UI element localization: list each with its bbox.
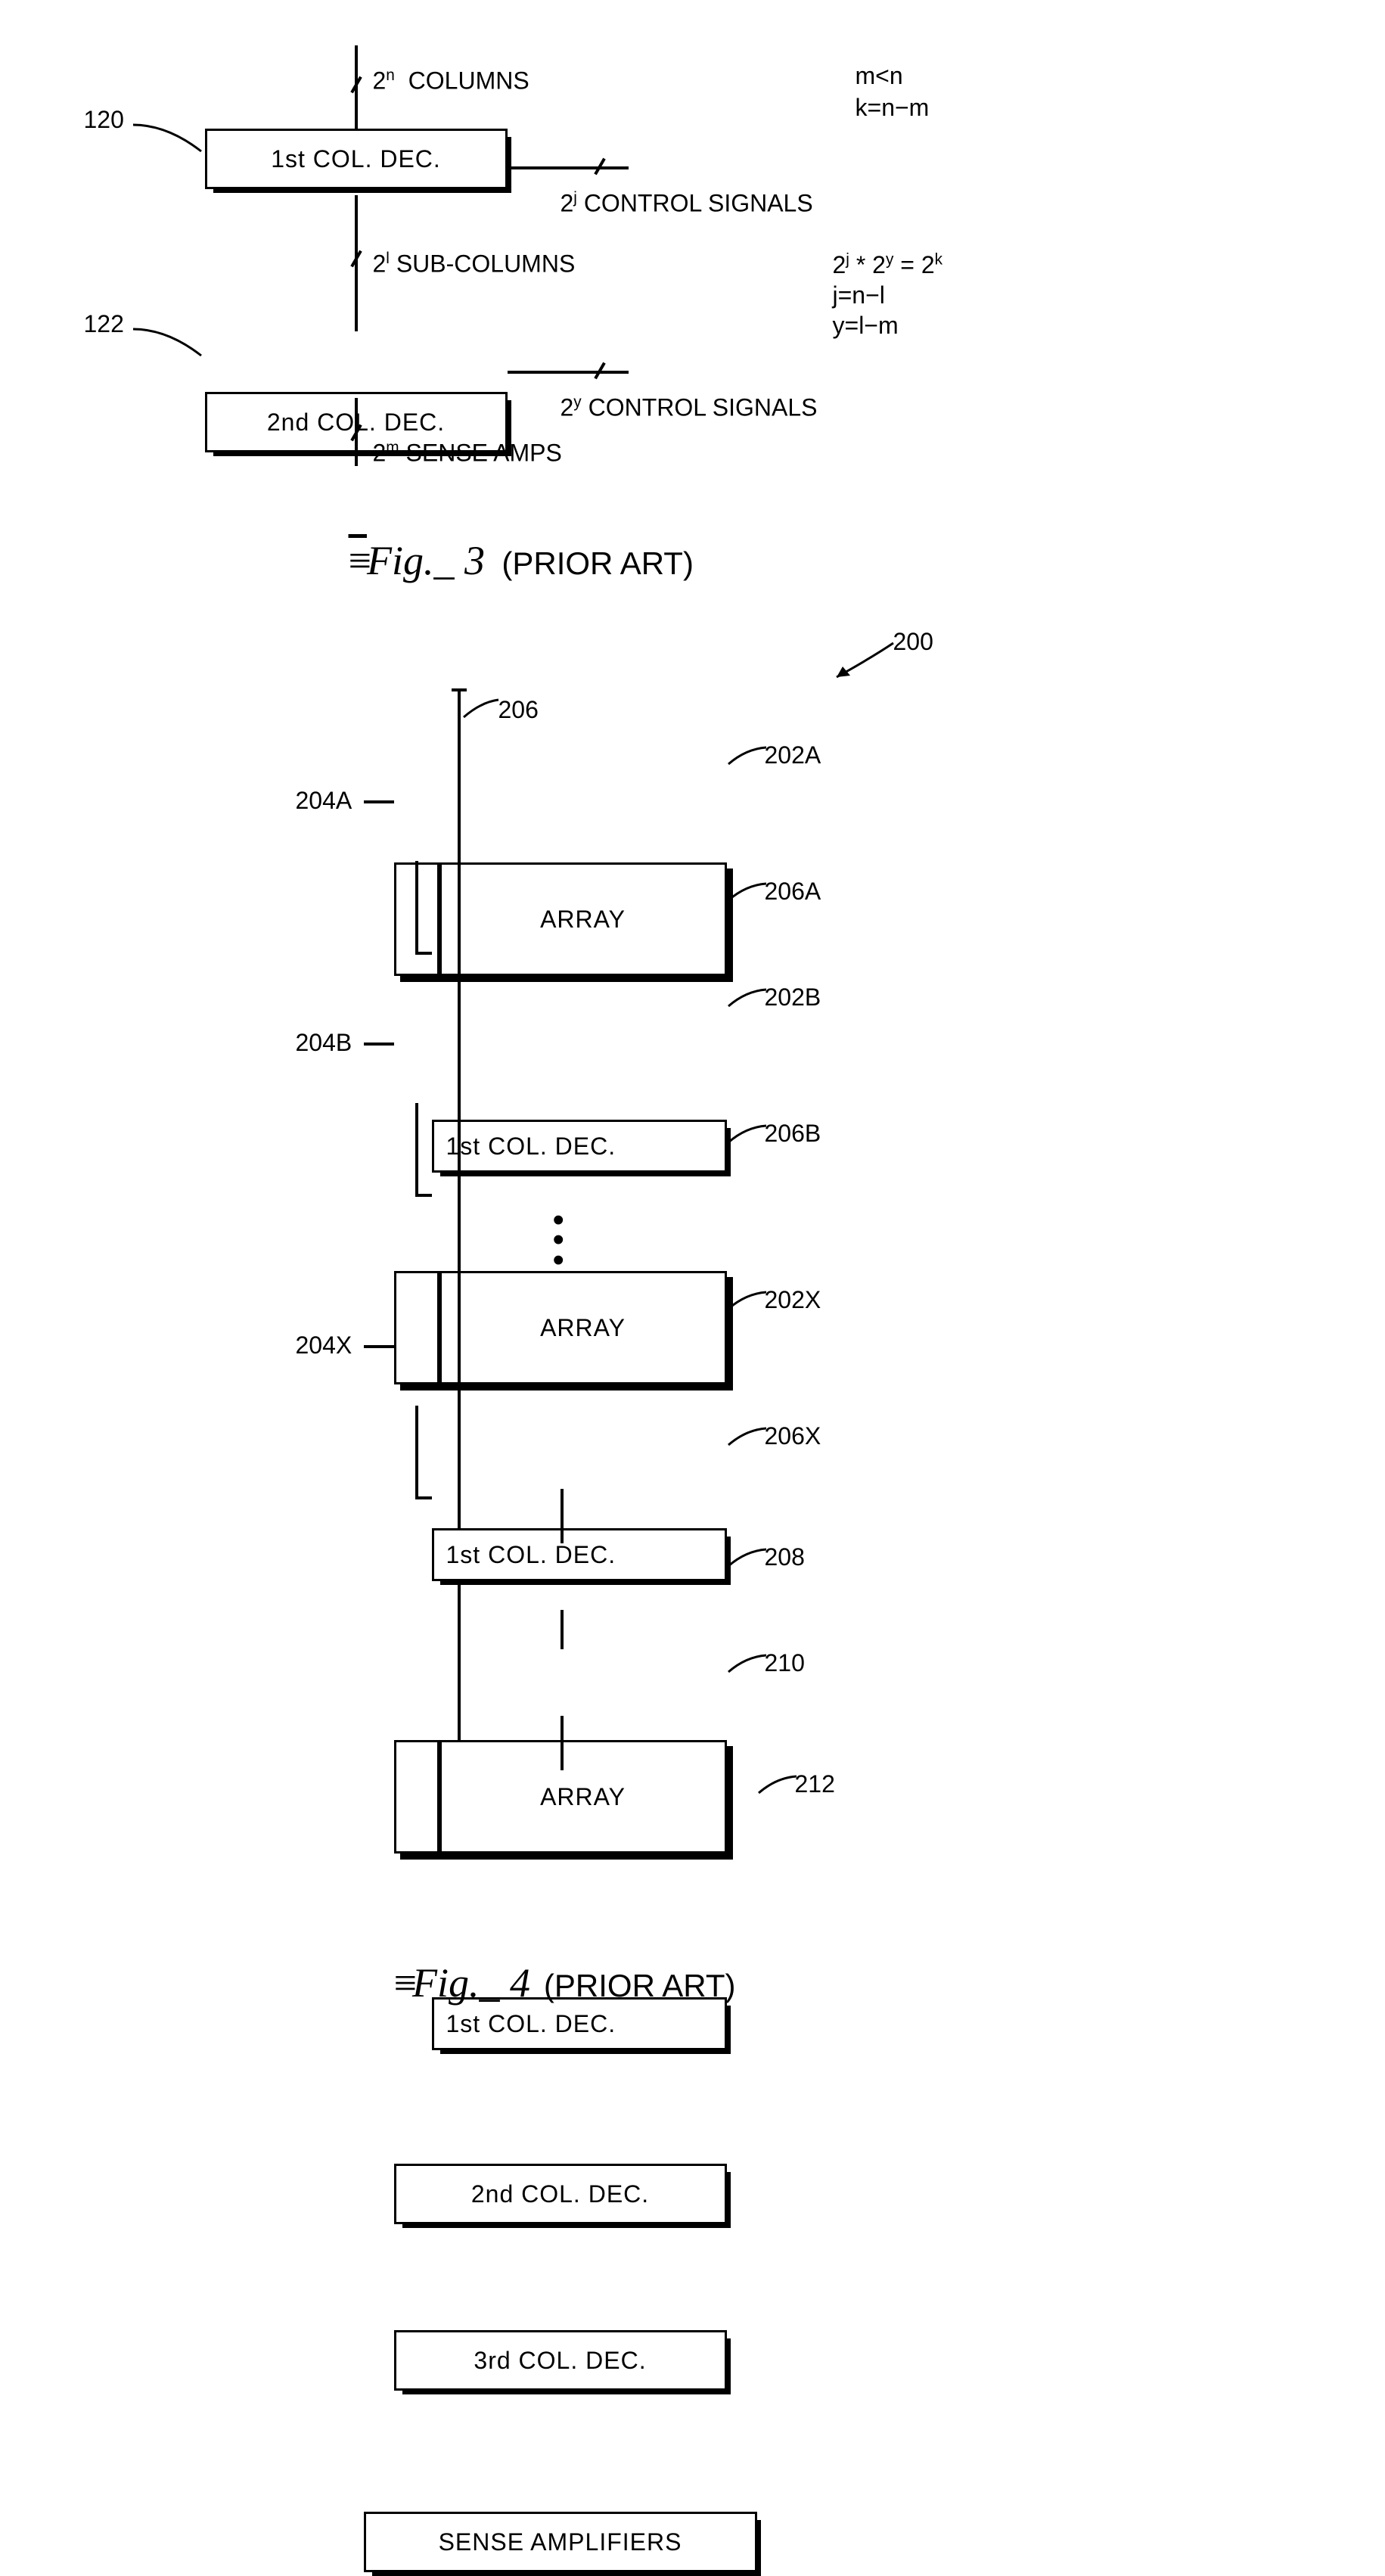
fig4-ref206X-leader bbox=[727, 1426, 769, 1449]
fig4-ref206B-leader bbox=[727, 1123, 769, 1146]
fig4-ref200-arrow bbox=[825, 635, 901, 688]
fig4-ref212-leader bbox=[757, 1774, 799, 1797]
fig3-ref120: 120 bbox=[84, 106, 124, 134]
fig4-sense: SENSE AMPLIFIERS bbox=[364, 2512, 757, 2572]
fig3-cond2: 2j * 2y = 2k j=n−l y=l−m bbox=[833, 250, 943, 340]
fig4-ref204X: 204X bbox=[296, 1332, 352, 1359]
fig4-ref204B-leader bbox=[364, 1043, 394, 1046]
fig4-ref204X-leader bbox=[364, 1345, 394, 1348]
fig4-ref206: 206 bbox=[498, 696, 539, 724]
fig4-ref210: 210 bbox=[765, 1649, 805, 1677]
page: 2n COLUMNS m<nk=n−m 120 1st COL. DEC. 2j… bbox=[31, 30, 1355, 2164]
fig3-ref122: 122 bbox=[84, 310, 124, 338]
fig4-ref206X: 206X bbox=[765, 1422, 821, 1450]
fig4-conn-A bbox=[415, 861, 418, 953]
fig4-dots: ••• bbox=[553, 1210, 564, 1270]
fig4-ref204A-leader bbox=[364, 800, 394, 803]
fig3-cond1: m<nk=n−m bbox=[856, 61, 930, 123]
fig4-array-A-wrap: ARRAY bbox=[394, 862, 727, 976]
fig4-conn-B-foot bbox=[415, 1194, 432, 1197]
fig4-conn-3s bbox=[561, 1716, 564, 1770]
fig4-ref204A: 204A bbox=[296, 787, 352, 815]
fig4-ref208-leader bbox=[727, 1547, 769, 1570]
fig4-ref206A: 206A bbox=[765, 878, 821, 906]
fig4-caption: ≡Fig._ 4 (PRIOR ART) bbox=[394, 1959, 736, 2006]
fig4-conn-A-foot bbox=[415, 952, 432, 955]
fig4-ref204B: 204B bbox=[296, 1029, 352, 1057]
fig4-ref202B-leader bbox=[727, 987, 769, 1010]
fig4-conn-23 bbox=[561, 1610, 564, 1649]
fig3-ctrl2: 2y CONTROL SIGNALS bbox=[561, 393, 818, 422]
fig3-block1-out-h bbox=[508, 166, 629, 169]
fig4-3rd-dec: 3rd COL. DEC. bbox=[394, 2330, 727, 2391]
fig3-caption: ≡Fig._ 3 (PRIOR ART) bbox=[349, 537, 694, 584]
fig4-2nd-dec: 2nd COL. DEC. bbox=[394, 2164, 727, 2224]
fig4-conn-to-2nd bbox=[561, 1489, 564, 1543]
fig3-ref122-leader bbox=[129, 325, 205, 363]
fig4-ref202X: 202X bbox=[765, 1286, 821, 1314]
fig4-array-B-wrap: ARRAY bbox=[394, 1271, 727, 1384]
fig3-ctrl1: 2j CONTROL SIGNALS bbox=[561, 189, 813, 218]
fig4-conn-X bbox=[415, 1406, 418, 1498]
fig3-ref120-leader bbox=[129, 121, 205, 159]
fig4-ref206-leader bbox=[462, 696, 500, 719]
fig3-out: 2m SENSE AMPS bbox=[373, 439, 562, 468]
fig4-ref202X-leader bbox=[727, 1290, 769, 1313]
fig3-input-top: 2n COLUMNS bbox=[373, 67, 529, 95]
fig4-ref208: 208 bbox=[765, 1543, 805, 1571]
fig4-ref202A-leader bbox=[727, 745, 769, 768]
fig4-dec-B: 1st COL. DEC. bbox=[432, 1528, 727, 1581]
fig4-ref206B: 206B bbox=[765, 1120, 821, 1148]
fig3-block2-out-h bbox=[508, 371, 629, 374]
fig4-ref210-leader bbox=[727, 1653, 769, 1676]
fig4-dec-A: 1st COL. DEC. bbox=[432, 1120, 727, 1173]
fig4-bitline-overlay-1 bbox=[458, 741, 461, 1468]
fig3-block1: 1st COL. DEC. bbox=[205, 129, 508, 189]
fig4-ref202A: 202A bbox=[765, 741, 821, 769]
fig4-ref206A-leader bbox=[727, 881, 769, 904]
fig4-ref202B: 202B bbox=[765, 983, 821, 1011]
fig4-conn-B bbox=[415, 1103, 418, 1195]
fig4-ref212: 212 bbox=[795, 1770, 835, 1798]
fig4-conn-X-foot bbox=[415, 1496, 432, 1499]
fig3-mid: 2l SUB-COLUMNS bbox=[373, 250, 576, 278]
